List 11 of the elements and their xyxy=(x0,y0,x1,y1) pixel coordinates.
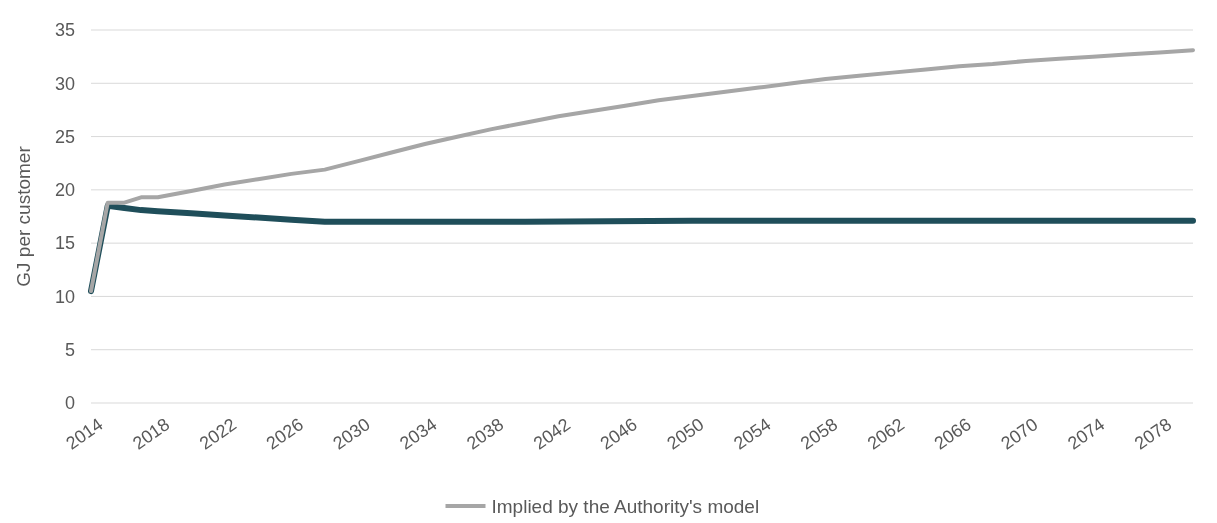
legend-label: Implied by the Authority's model xyxy=(491,495,760,517)
y-tick-label: 30 xyxy=(54,73,75,94)
y-tick-label: 35 xyxy=(54,20,75,41)
y-tick-label: 15 xyxy=(54,233,75,254)
y-tick-label: 0 xyxy=(64,393,75,414)
y-tick-label: 10 xyxy=(54,286,75,307)
y-tick-label: 25 xyxy=(54,126,75,147)
y-tick-label: 5 xyxy=(64,340,75,361)
y-tick-label: 20 xyxy=(54,180,75,201)
line-series xyxy=(89,48,1195,294)
y-axis-title: GJ per customer xyxy=(13,145,34,287)
